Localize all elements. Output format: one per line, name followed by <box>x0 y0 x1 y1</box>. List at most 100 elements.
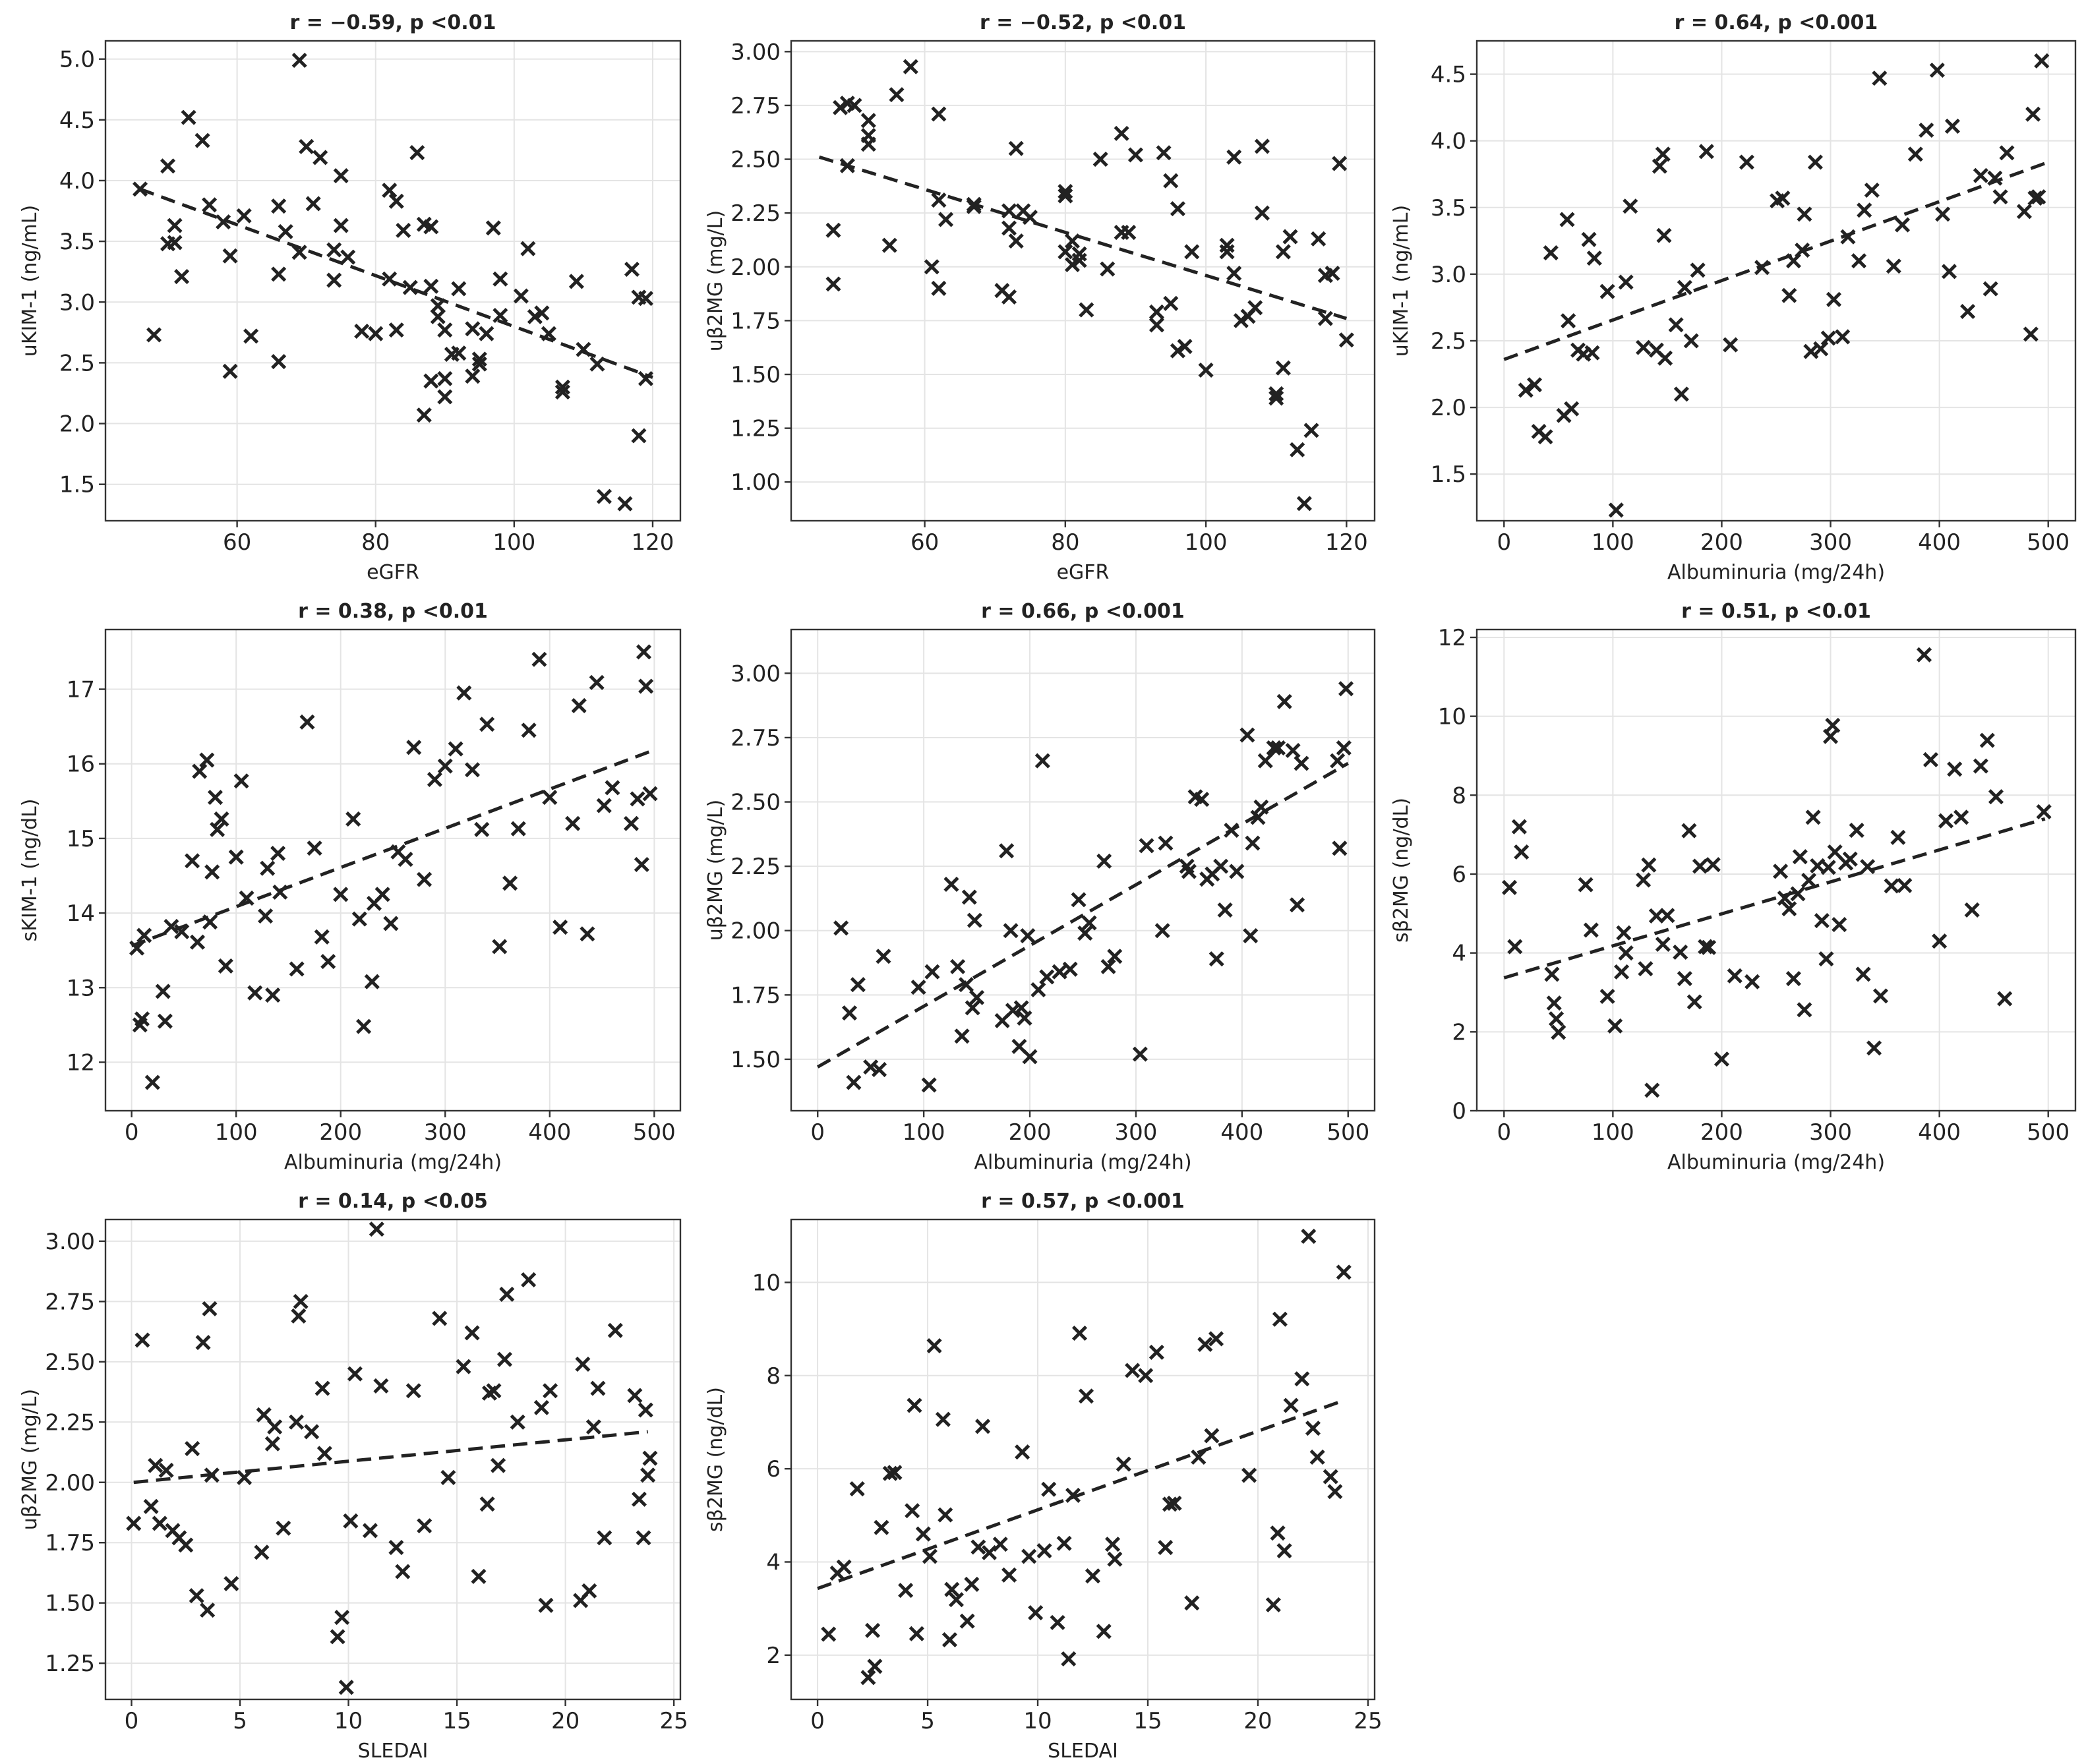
data-point <box>1017 1010 1032 1026</box>
data-point <box>992 1537 1008 1552</box>
data-point <box>1338 332 1354 348</box>
y-axis-label: sβ2MG (ng/dL) <box>1390 798 1413 943</box>
data-point <box>1163 295 1179 311</box>
data-point <box>1683 333 1699 349</box>
data-point <box>903 59 918 74</box>
data-point <box>636 1530 651 1546</box>
data-point <box>1050 1614 1065 1630</box>
x-axis-label: SLEDAI <box>1048 1740 1118 1763</box>
data-point <box>158 1462 174 1478</box>
data-point <box>825 222 841 238</box>
data-point <box>1790 886 1806 902</box>
data-point <box>969 989 985 1005</box>
data-point <box>1608 502 1624 518</box>
data-point <box>846 1074 862 1090</box>
data-point <box>1849 823 1864 838</box>
plot-area-frame <box>790 40 1376 522</box>
x-tick-label: 400 <box>1918 1119 1961 1146</box>
data-point <box>1659 908 1675 924</box>
y-tick-label: 12 <box>1438 625 1466 651</box>
data-point <box>265 987 281 1003</box>
data-point <box>1842 851 1858 867</box>
data-point <box>307 840 322 856</box>
y-tick-label: 2 <box>1452 1019 1466 1045</box>
data-point <box>492 939 508 955</box>
data-point <box>471 1568 487 1584</box>
data-point <box>409 145 425 161</box>
data-point <box>1551 1024 1566 1040</box>
y-tick-label: 10 <box>1438 704 1466 730</box>
y-tick-label: 6 <box>766 1456 781 1483</box>
data-point <box>922 1548 938 1564</box>
x-tick-label: 200 <box>1700 529 1743 556</box>
data-point <box>369 1221 384 1237</box>
data-point <box>1884 878 1899 894</box>
y-tick-label: 2.75 <box>730 93 781 119</box>
data-point <box>1941 264 1957 279</box>
regression-line <box>133 1430 648 1485</box>
data-point <box>1526 377 1543 393</box>
data-point <box>1785 971 1801 987</box>
data-point <box>954 1028 970 1044</box>
data-point <box>921 1077 937 1093</box>
panel-title: r = 0.64, p <0.001 <box>1675 11 1878 34</box>
data-point <box>1015 1444 1030 1460</box>
data-point <box>233 773 249 789</box>
data-point <box>167 235 183 250</box>
data-point <box>534 305 550 321</box>
data-point <box>1250 809 1266 825</box>
data-point <box>1213 858 1229 874</box>
data-point <box>1294 1371 1310 1387</box>
y-tick-label: 2 <box>766 1643 781 1669</box>
data-point <box>944 1581 960 1597</box>
data-point <box>1058 188 1073 204</box>
panel-title: r = 0.14, p <0.05 <box>298 1190 488 1213</box>
y-tick-label: 13 <box>67 975 95 1001</box>
data-point <box>1866 1040 1882 1056</box>
data-point <box>1511 819 1527 835</box>
data-point <box>1028 1605 1044 1621</box>
data-point <box>1204 1428 1220 1444</box>
scatter-panel-7: 0 5 10 15 20 25 1.25 1.50 1.75 2.00 2.25 2.50 2.75 3.… <box>18 1190 688 1763</box>
data-point <box>1247 300 1263 316</box>
data-point <box>967 912 982 928</box>
data-point <box>589 356 605 372</box>
data-point <box>596 488 612 504</box>
data-point <box>1641 857 1657 873</box>
data-point <box>1336 1264 1352 1280</box>
data-point <box>1011 1038 1027 1054</box>
data-point <box>872 1062 887 1078</box>
data-point <box>181 109 196 125</box>
data-point <box>590 1380 606 1396</box>
data-point <box>1537 429 1553 445</box>
data-point <box>1999 145 2015 161</box>
data-point <box>941 1632 957 1648</box>
data-point <box>1894 217 1911 233</box>
data-point <box>1116 1456 1131 1472</box>
data-point <box>1979 732 1995 748</box>
data-point <box>405 1383 421 1399</box>
data-point <box>1052 964 1067 980</box>
regression-line <box>816 761 1350 1069</box>
data-point <box>521 722 537 738</box>
x-tick-label: 20 <box>551 1708 580 1734</box>
x-tick-label: 500 <box>633 1119 676 1146</box>
data-point <box>1105 1537 1121 1552</box>
y-tick-label: 2.50 <box>730 147 781 173</box>
x-tick-label: 500 <box>1326 1119 1369 1146</box>
x-axis-label: Albuminuria (mg/24h) <box>974 1151 1191 1174</box>
y-axis-label: uβ2MG (mg/L) <box>704 800 727 941</box>
y-tick-label: 1.25 <box>45 1651 95 1677</box>
data-point <box>382 183 398 198</box>
data-point <box>354 323 370 339</box>
data-point <box>999 843 1015 859</box>
data-point <box>1021 1548 1037 1564</box>
data-point <box>464 1325 480 1341</box>
data-point <box>236 208 252 223</box>
data-point <box>1897 877 1913 893</box>
data-point <box>1872 988 1889 1004</box>
data-point <box>1254 138 1270 154</box>
data-point <box>1886 258 1901 274</box>
data-point <box>1305 1421 1321 1436</box>
data-point <box>1681 823 1697 838</box>
